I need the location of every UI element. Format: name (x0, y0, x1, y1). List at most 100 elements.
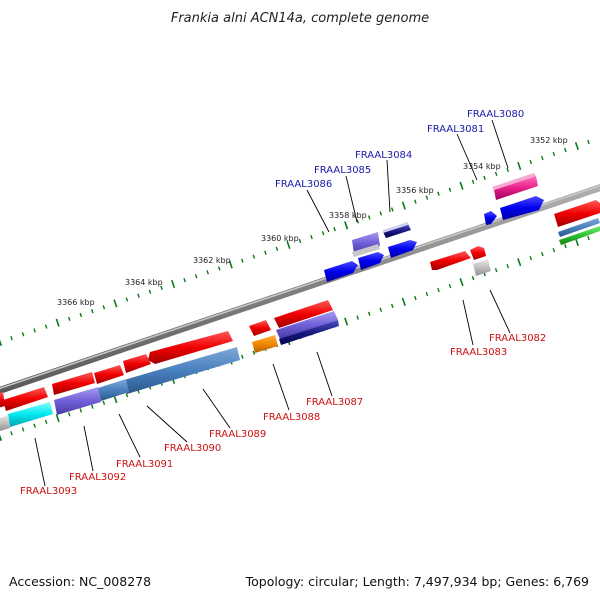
gene-FRAAL3090[interactable] (124, 347, 240, 394)
gene-right-red[interactable] (554, 200, 600, 245)
inner-scale-tick (506, 264, 510, 269)
outer-scale-tick (264, 250, 267, 255)
outer-scale-tick (33, 328, 36, 333)
outer-scale-tick (55, 318, 60, 327)
outer-scale-tick (194, 274, 198, 279)
gene-label-FRAAL3091[interactable]: FRAAL3091 (116, 459, 173, 470)
outer-scale-tick (171, 279, 176, 289)
outer-scale-tick (228, 260, 233, 269)
gene-FRAAL3089[interactable] (148, 331, 233, 364)
inner-scale-tick (79, 408, 83, 413)
outer-scale-tick (494, 171, 498, 176)
gene-label-FRAAL3088[interactable]: FRAAL3088 (263, 412, 320, 423)
inner-scale-tick (344, 317, 349, 326)
inner-scale-tick (67, 412, 71, 417)
outer-scale-tick (552, 151, 556, 157)
gene-FRAAL3083[interactable] (430, 251, 471, 270)
outer-scale-tick (437, 191, 440, 196)
scale-labels: 3352 kbp 3354 kbp 3356 kbp 3358 kbp 3360… (57, 136, 568, 307)
gene-FRAAL3086[interactable] (324, 261, 358, 282)
gene-label-FRAAL3082[interactable]: FRAAL3082 (489, 333, 546, 344)
inner-scale-tick (21, 427, 25, 432)
gene-label-FRAAL3085[interactable]: FRAAL3085 (314, 165, 371, 176)
inner-scale-tick (448, 283, 452, 289)
gene-FRAAL3085[interactable] (352, 232, 384, 270)
outer-scale-tick (356, 219, 360, 224)
outer-scale-tick (310, 234, 313, 240)
outer-scale-tick (44, 324, 48, 329)
inner-scale-tick (401, 297, 406, 306)
gene-label-FRAAL3081[interactable]: FRAAL3081 (427, 124, 484, 135)
gene-label-FRAAL3086[interactable]: FRAAL3086 (275, 179, 332, 190)
inner-scale-tick (540, 252, 544, 257)
gene-label-FRAAL3084[interactable]: FRAAL3084 (355, 150, 412, 161)
gene-label-FRAAL3080[interactable]: FRAAL3080 (467, 109, 524, 120)
gene-label-FRAAL3089[interactable]: FRAAL3089 (209, 429, 266, 440)
outer-scale-tick (217, 266, 221, 271)
gene-labels-bottom: FRAAL3082 FRAAL3083 FRAAL3087 FRAAL3088 … (20, 333, 546, 497)
outer-scale-tick (252, 254, 256, 259)
inner-scale-tick (10, 431, 13, 436)
outer-scale-tick (506, 167, 510, 173)
inner-scale-tick (494, 268, 498, 273)
inner-scale-tick (552, 247, 556, 253)
gene-label-FRAAL3083[interactable]: FRAAL3083 (450, 347, 507, 358)
outer-scale-tick (344, 221, 349, 230)
scale-label-3352: 3352 kbp (530, 136, 568, 145)
scale-label-3358: 3358 kbp (329, 211, 367, 220)
outer-scale-tick (113, 299, 118, 308)
gene-label-FRAAL3092[interactable]: FRAAL3092 (69, 472, 126, 483)
gene-FRAAL3092[interactable] (52, 372, 129, 415)
gene-FRAAL3088[interactable] (249, 320, 278, 353)
scale-label-3360: 3360 kbp (261, 234, 299, 243)
outer-scale-tick (459, 181, 464, 190)
outer-scale-tick (540, 155, 544, 161)
inner-scale-tick (252, 350, 256, 355)
gene-FRAAL3091[interactable] (94, 354, 151, 384)
inner-scale-tick (587, 235, 590, 241)
outer-scale-tick (0, 339, 3, 347)
gene-FRAAL3087[interactable] (274, 300, 339, 345)
inner-scale-tick (459, 278, 464, 287)
accession-text: Accession: NC_008278 (9, 574, 151, 589)
outer-scale-tick (574, 141, 579, 151)
inner-scale-tick (471, 275, 475, 281)
outer-scale-tick (379, 211, 383, 216)
inner-scale-tick (517, 258, 522, 267)
outer-scale-tick (529, 159, 533, 165)
gene-FRAAL3082[interactable] (470, 246, 491, 276)
outer-scale-tick (160, 285, 163, 290)
outer-scale-tick (21, 332, 25, 337)
gene-FRAAL3084[interactable] (383, 222, 417, 258)
outer-scale-tick (91, 309, 94, 314)
outer-scale-tick (333, 227, 336, 232)
gene-FRAAL3080[interactable] (492, 173, 538, 200)
gene-label-FRAAL3090[interactable]: FRAAL3090 (164, 443, 221, 454)
outer-scale-tick (425, 195, 429, 200)
outer-scale-tick (67, 316, 71, 321)
outer-scale-tick (275, 246, 279, 251)
gene-FRAAL3081[interactable] (484, 211, 497, 225)
scale-label-3366: 3366 kbp (57, 298, 95, 307)
gene-FRAAL3093[interactable] (0, 387, 53, 431)
inner-scale-tick (91, 404, 94, 409)
outer-scale-tick (102, 305, 106, 310)
inner-scale-tick (241, 354, 244, 359)
outer-scale-tick (517, 161, 522, 170)
inner-scale-tick (33, 423, 36, 428)
outer-scale-tick (367, 215, 371, 220)
inner-scale-tick (437, 287, 440, 293)
genes-forward-strand (324, 173, 600, 282)
gene-label-FRAAL3087[interactable]: FRAAL3087 (306, 397, 363, 408)
outer-scale-tick (471, 179, 475, 184)
gene-label-FRAAL3093[interactable]: FRAAL3093 (20, 486, 77, 497)
label-leader-lines (34, 119, 511, 487)
gene-FRAAL3080-b[interactable] (500, 196, 544, 220)
outer-scale-tick (483, 175, 486, 180)
outer-scale-tick (390, 207, 394, 212)
inner-scale-tick (55, 414, 60, 423)
inner-scale-tick (425, 291, 429, 297)
scale-label-3364: 3364 kbp (125, 278, 163, 287)
